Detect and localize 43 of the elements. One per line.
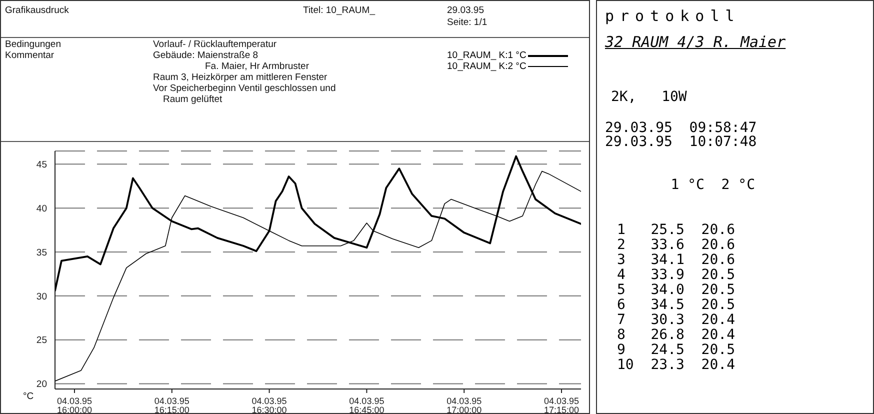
y-tick-label: 35: [36, 247, 47, 258]
text: Grafikausdruck: [5, 5, 69, 16]
text: 7 30.3 20.4: [617, 312, 736, 328]
text: 4 33.9 20.5: [617, 267, 736, 283]
text: Bedingungen: [5, 39, 61, 50]
text: 29.03.95 10:07:48: [605, 134, 757, 150]
text: Kommentar: [5, 50, 54, 61]
text: Vorlauf- / Rücklauftemperatur: [153, 39, 277, 50]
text: 8 26.8 20.4: [617, 327, 736, 343]
text: 2K, 10W: [611, 89, 687, 105]
text: Seite: 1/1: [447, 17, 488, 28]
x-tick-label: 04.03.95 17:00:00: [446, 396, 482, 414]
text: protokoll: [605, 7, 740, 25]
text: 10 23.3 20.4: [617, 357, 736, 373]
text: Raum gelüftet: [163, 94, 222, 105]
text: Fa. Maier, Hr Armbruster: [205, 61, 309, 72]
x-tick-label: 04.03.95 17:15:00: [544, 396, 580, 414]
text: 32 RAUM 4/3 R. Maier: [605, 33, 786, 51]
text: 2 33.6 20.6: [617, 237, 736, 253]
chart-title: Titel: 10_RAUM_: [303, 5, 375, 16]
text: 6 34.5 20.5: [617, 297, 736, 313]
y-tick-label: 40: [36, 203, 47, 214]
y-tick-label: 20: [36, 379, 47, 390]
legend-label: 10_RAUM_ K:1 °C: [447, 50, 526, 61]
text: Gebäude: Maienstraße 8: [153, 50, 258, 61]
text: 29.03.95 09:58:47: [605, 120, 757, 136]
text: 1 °C 2 °C: [670, 177, 756, 193]
x-tick-label: 04.03.95 16:00:00: [56, 396, 92, 414]
y-tick-label: 30: [36, 291, 47, 302]
text: 3 34.1 20.6: [617, 252, 736, 268]
text: 5 34.0 20.5: [617, 282, 736, 298]
y-tick-label: 25: [36, 335, 47, 346]
x-tick-label: 04.03.95 16:30:00: [252, 396, 287, 414]
text: 9 24.5 20.5: [617, 342, 736, 358]
x-tick-label: 04.03.95 16:15:00: [154, 396, 190, 414]
text: Vor Speicherbeginn Ventil geschlossen und: [153, 83, 336, 94]
text: 1 25.5 20.6: [617, 222, 736, 238]
y-axis-title: °C: [23, 391, 34, 402]
x-tick-label: 04.03.95 16:45:00: [349, 396, 384, 414]
y-tick-label: 45: [36, 160, 47, 171]
text: 29.03.95: [447, 5, 484, 16]
legend-label: 10_RAUM_ K:2 °C: [447, 61, 526, 72]
text: Raum 3, Heizkörper am mittleren Fenster: [153, 72, 328, 83]
